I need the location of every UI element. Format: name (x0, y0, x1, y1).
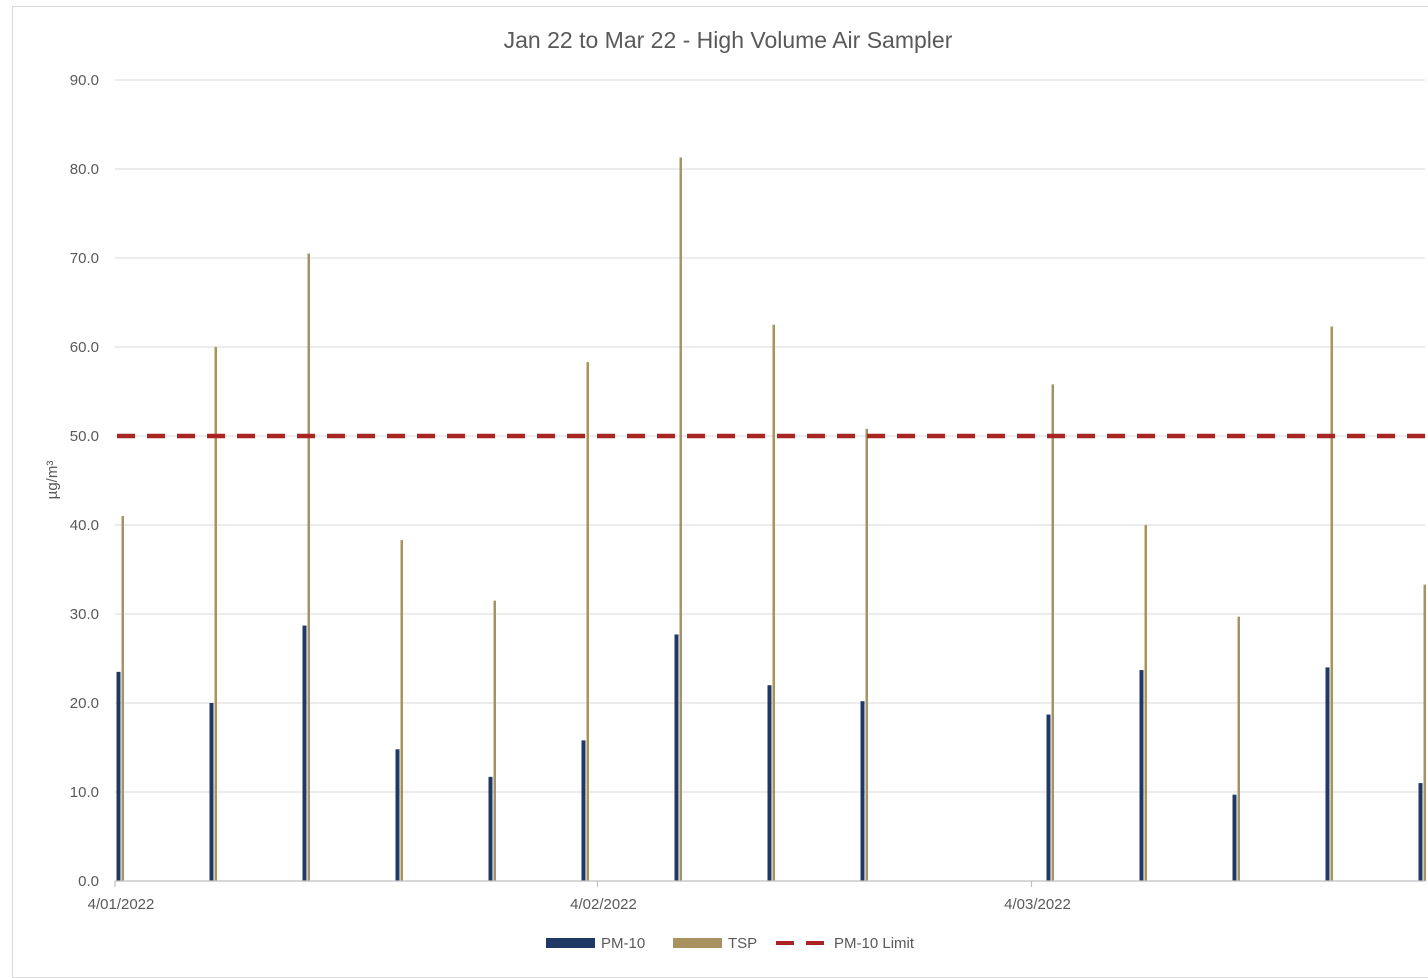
chart-title: Jan 22 to Mar 22 - High Volume Air Sampl… (504, 27, 953, 53)
pm10-bar (116, 671, 121, 881)
y-tick-label: 70.0 (70, 250, 99, 267)
pm10-bar (302, 625, 307, 881)
x-tick-label: 4/03/2022 (1004, 896, 1071, 913)
x-tick-label: 4/02/2022 (570, 896, 637, 913)
tsp-bar (772, 324, 775, 881)
y-tick-label: 10.0 (70, 784, 99, 801)
legend-label-pm10: PM-10 (601, 935, 645, 952)
y-tick-label: 0.0 (78, 873, 99, 890)
tsp-bar (400, 540, 403, 881)
y-tick-label: 90.0 (70, 72, 99, 89)
bars (116, 157, 1426, 882)
y-tick-label: 80.0 (70, 161, 99, 178)
y-tick-label: 30.0 (70, 606, 99, 623)
legend-label-tsp: TSP (728, 935, 757, 952)
tsp-bar (586, 362, 589, 881)
tsp-bar (121, 516, 124, 881)
x-tick-label: 4/01/2022 (88, 896, 155, 913)
pm10-bar (1046, 714, 1051, 881)
pm10-bar (860, 701, 865, 881)
tsp-bar (1051, 384, 1054, 881)
legend: PM-10 TSP PM-10 Limit (546, 935, 915, 952)
pm10-bar (1418, 783, 1423, 881)
tsp-bar (307, 253, 310, 882)
tsp-bar (1330, 326, 1333, 881)
y-tick-label: 50.0 (70, 428, 99, 445)
pm10-bar (581, 740, 586, 881)
x-axis: 4/01/2022 4/02/2022 4/03/2022 (88, 880, 1425, 913)
legend-label-limit: PM-10 Limit (834, 935, 915, 952)
tsp-bar (214, 347, 217, 881)
y-tick-label: 40.0 (70, 517, 99, 534)
y-axis-label: µg/m³ (44, 461, 61, 500)
pm10-bar (1139, 670, 1144, 881)
tsp-bar (1237, 616, 1240, 881)
y-tick-label: 60.0 (70, 339, 99, 356)
tsp-bar (1423, 584, 1426, 881)
y-tick-labels: 0.0 10.0 20.0 30.0 40.0 50.0 60.0 70.0 80.0 90.0 (70, 72, 99, 890)
tsp-bar (493, 600, 496, 881)
legend-swatch-pm10 (546, 938, 595, 948)
pm10-bar (674, 634, 679, 881)
tsp-bar (1144, 525, 1147, 881)
pm10-bar (395, 749, 400, 881)
pm10-bar (488, 776, 493, 881)
tsp-bar (865, 428, 868, 881)
pm10-bar (209, 703, 214, 881)
pm10-bar (767, 685, 772, 881)
tsp-bar (679, 157, 682, 881)
legend-swatch-tsp (673, 938, 722, 948)
pm10-bar (1232, 794, 1237, 881)
pm10-bar (1325, 667, 1330, 881)
y-tick-label: 20.0 (70, 695, 99, 712)
